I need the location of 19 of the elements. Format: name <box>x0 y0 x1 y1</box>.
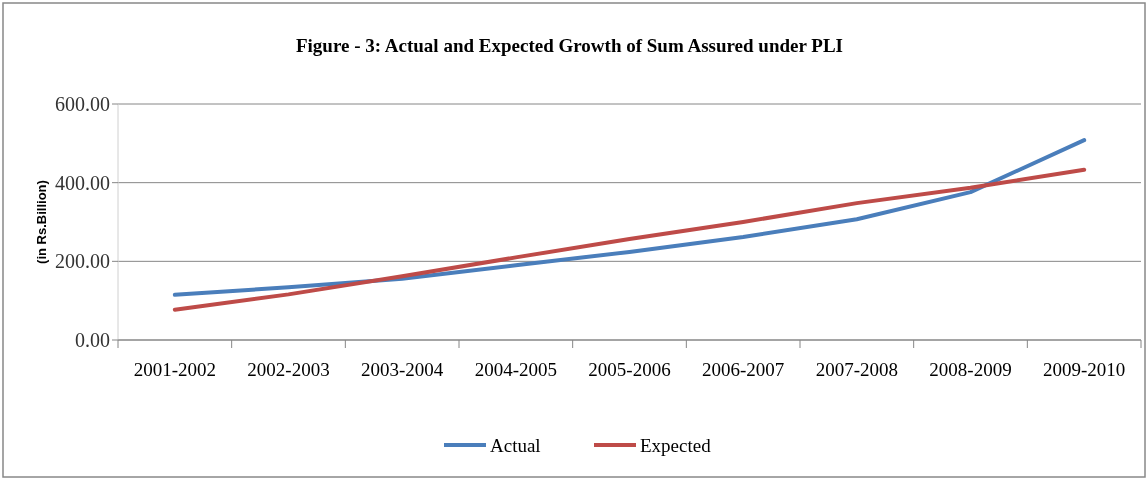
x-tick-label: 2004-2005 <box>474 359 557 380</box>
line-series <box>172 138 1087 297</box>
legend-label: Actual <box>490 434 541 456</box>
x-tick-label: 2008-2009 <box>929 359 1012 380</box>
y-axis-title: (in Rs.Billion) <box>34 180 49 264</box>
chart-title: Figure - 3: Actual and Expected Growth of Sum Assured under PLI <box>295 35 844 56</box>
line-series <box>172 167 1087 312</box>
x-tick-label: 2009-2010 <box>1043 359 1126 380</box>
x-tick-label: 2001-2002 <box>133 359 216 380</box>
y-tick-label: 600.00 <box>55 93 110 115</box>
x-tick-label: 2002-2003 <box>247 359 330 380</box>
x-tick-label: 2007-2008 <box>815 359 898 380</box>
legend-label: Expected <box>640 434 712 456</box>
x-tick-label: 2006-2007 <box>702 359 785 380</box>
y-tick-label: 0.00 <box>75 329 110 351</box>
x-tick-label: 2005-2006 <box>588 359 671 380</box>
y-tick-label: 200.00 <box>55 250 110 273</box>
x-tick-label: 2003-2004 <box>361 359 444 380</box>
y-tick-label: 400.00 <box>55 171 110 194</box>
